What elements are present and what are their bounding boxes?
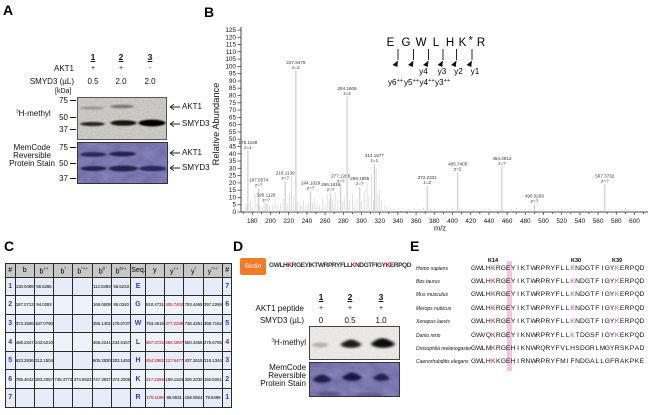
svg-text:z=1: z=1 (371, 158, 379, 163)
svg-text:z=2: z=2 (423, 180, 431, 185)
svg-text:420: 420 (465, 218, 476, 225)
svg-text:z=?: z=? (262, 197, 270, 202)
svg-text:454.2812: 454.2812 (492, 156, 512, 161)
svg-text:180: 180 (247, 218, 258, 225)
svg-text:z=2: z=2 (454, 167, 462, 172)
svg-text:35: 35 (229, 158, 237, 165)
svg-text:z=?: z=? (531, 199, 539, 204)
svg-text:20: 20 (229, 180, 237, 187)
svg-text:460: 460 (502, 218, 513, 225)
svg-text:55: 55 (229, 129, 237, 136)
svg-text:280: 280 (338, 218, 349, 225)
svg-text:440: 440 (484, 218, 495, 225)
svg-text:298.1855: 298.1855 (350, 176, 370, 181)
svg-text:z=?: z=? (327, 187, 335, 192)
svg-text:266.1616: 266.1616 (321, 182, 341, 187)
svg-text:L: L (433, 37, 440, 49)
svg-text:R: R (477, 37, 485, 49)
svg-text:5: 5 (232, 202, 236, 209)
svg-text:10: 10 (229, 194, 237, 201)
svg-text:372.2331: 372.2331 (418, 175, 438, 180)
svg-text:40: 40 (229, 151, 237, 158)
svg-text:y4++: y4++ (419, 78, 434, 87)
svg-text:500: 500 (538, 218, 549, 225)
svg-text:244.1029: 244.1029 (301, 181, 321, 186)
svg-text:65: 65 (229, 114, 237, 121)
svg-text:85: 85 (229, 85, 237, 92)
svg-text:277.1286: 277.1286 (331, 173, 351, 178)
svg-text:Relative Abundance: Relative Abundance (211, 83, 221, 166)
svg-text:125: 125 (225, 27, 236, 34)
svg-text:360: 360 (411, 218, 422, 225)
svg-text:15: 15 (229, 187, 237, 194)
svg-text:240: 240 (302, 218, 313, 225)
svg-text:y3++: y3++ (435, 78, 450, 87)
svg-text:100: 100 (225, 63, 236, 70)
svg-text:y4: y4 (419, 67, 428, 76)
svg-text:z=?: z=? (601, 178, 609, 183)
svg-text:z=?: z=? (337, 178, 345, 183)
svg-text:y1: y1 (471, 67, 480, 76)
svg-text:175.1168: 175.1168 (238, 140, 257, 145)
svg-text:50: 50 (229, 136, 237, 143)
svg-text:600: 600 (629, 218, 640, 225)
svg-text:95: 95 (229, 71, 237, 78)
svg-text:60: 60 (229, 122, 237, 129)
svg-text:0: 0 (232, 209, 236, 216)
svg-text:z=2: z=2 (343, 91, 351, 96)
svg-text:z=?: z=? (307, 186, 315, 191)
svg-text:*: * (469, 35, 474, 47)
svg-text:z=?: z=? (498, 161, 506, 166)
svg-text:W: W (416, 37, 427, 49)
svg-text:520: 520 (556, 218, 567, 225)
svg-text:70: 70 (229, 107, 237, 114)
svg-text:540: 540 (575, 218, 586, 225)
svg-text:220: 220 (283, 218, 294, 225)
svg-text:560: 560 (593, 218, 604, 225)
svg-text:314.1977: 314.1977 (365, 153, 385, 158)
svg-text:z=1: z=1 (244, 145, 252, 150)
svg-text:G: G (402, 37, 411, 49)
svg-text:187.0574: 187.0574 (249, 178, 269, 183)
svg-text:K: K (459, 37, 467, 49)
svg-text:195.1126: 195.1126 (257, 192, 276, 197)
svg-text:200: 200 (265, 218, 276, 225)
svg-text:380: 380 (429, 218, 440, 225)
svg-text:480: 480 (520, 218, 531, 225)
svg-text:90: 90 (229, 78, 237, 85)
svg-text:z=2: z=2 (292, 65, 300, 70)
svg-text:45: 45 (229, 144, 237, 151)
svg-text:490.0283: 490.0283 (525, 194, 545, 199)
svg-text:80: 80 (229, 93, 237, 100)
svg-text:30: 30 (229, 165, 237, 172)
svg-text:z=?: z=? (255, 183, 263, 188)
svg-text:y2: y2 (454, 67, 463, 76)
svg-text:284.1606: 284.1606 (338, 86, 358, 91)
svg-text:z=?: z=? (281, 175, 289, 180)
svg-text:567.3732: 567.3732 (595, 173, 615, 178)
svg-text:260: 260 (320, 218, 331, 225)
svg-text:115: 115 (226, 42, 237, 49)
svg-text:216.1139: 216.1139 (276, 170, 295, 175)
svg-text:m/z: m/z (434, 224, 446, 233)
svg-text:25: 25 (229, 173, 237, 180)
svg-text:320: 320 (374, 218, 385, 225)
svg-text:405.7405: 405.7405 (448, 162, 468, 167)
svg-text:120: 120 (225, 34, 236, 41)
svg-text:227.9479: 227.9479 (286, 60, 306, 65)
svg-text:75: 75 (229, 100, 237, 107)
svg-text:z=?: z=? (356, 181, 364, 186)
svg-text:y3: y3 (438, 67, 447, 76)
svg-text:300: 300 (356, 218, 367, 225)
svg-text:580: 580 (611, 218, 622, 225)
svg-text:110: 110 (226, 49, 237, 56)
svg-text:400: 400 (447, 218, 458, 225)
svg-text:340: 340 (393, 218, 404, 225)
svg-text:H: H (446, 37, 454, 49)
svg-text:y6++: y6++ (388, 78, 403, 87)
svg-text:y5++: y5++ (404, 78, 419, 87)
svg-text:E: E (387, 37, 395, 49)
svg-text:105: 105 (225, 56, 236, 63)
